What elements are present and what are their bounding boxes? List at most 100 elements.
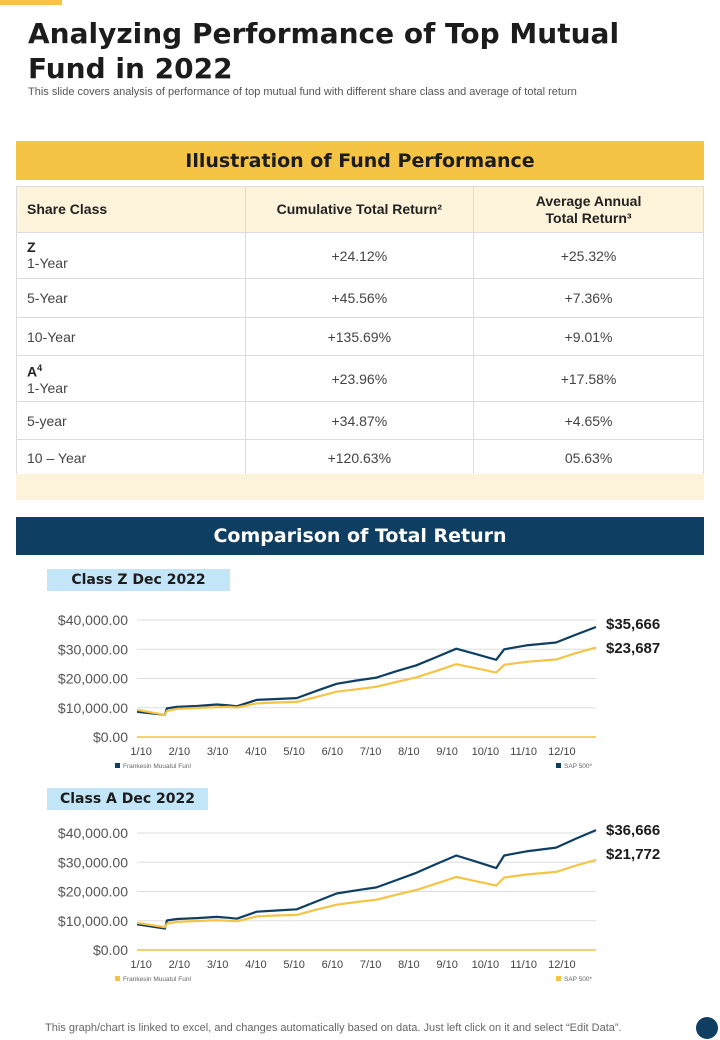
table-row: A4 1-Year +23.96% +17.58% <box>16 355 704 402</box>
average-return-cell: +9.01% <box>473 317 704 356</box>
x-tick-label: 4/10 <box>245 746 266 758</box>
x-tick-label: 12/10 <box>548 959 576 971</box>
share-class-cell: A4 1-Year <box>16 355 246 402</box>
x-tick-label: 6/10 <box>322 746 343 758</box>
period-label: 5-Year <box>27 290 68 306</box>
series-line-fund <box>136 858 597 929</box>
column-header-average: Average Annual Total Return³ <box>473 186 704 233</box>
x-tick-label: 11/10 <box>510 746 537 758</box>
cumulative-return-cell: +45.56% <box>244 278 475 318</box>
column-header-share-class: Share Class <box>16 186 246 233</box>
x-tick-label: 10/10 <box>472 959 500 971</box>
footer-note: This graph/chart is linked to excel, and… <box>45 1022 622 1034</box>
y-tick-label: $10,000.00 <box>58 700 128 716</box>
share-class-cell: 10-Year <box>16 317 246 356</box>
x-tick-label: 8/10 <box>398 959 419 971</box>
average-return-cell: 05.63% <box>473 439 704 477</box>
share-class-cell: Z 1-Year <box>16 232 246 279</box>
comparison-header: Comparison of Total Return <box>16 517 704 555</box>
page-title: Analyzing Performance of Top Mutual Fund… <box>28 17 620 85</box>
accent-bar <box>0 0 62 5</box>
share-class-cell: 5-year <box>16 401 246 440</box>
x-tick-label: 11/10 <box>510 959 537 971</box>
x-tick-label: 3/10 <box>207 746 228 758</box>
period-label: 10-Year <box>27 328 76 345</box>
x-tick-label: 9/10 <box>436 746 457 758</box>
period-label: 10 – Year <box>27 450 87 466</box>
series-line-fund <box>136 646 597 716</box>
average-return-cell: +7.36% <box>473 278 704 318</box>
legend-label-sap: SAP 500* <box>564 976 593 983</box>
x-tick-label: 6/10 <box>322 959 343 971</box>
x-tick-label: 7/10 <box>360 746 381 758</box>
x-tick-label: 9/10 <box>436 959 457 971</box>
page-subtitle: This slide covers analysis of performanc… <box>28 86 577 98</box>
end-value-label: $36,666 <box>606 822 660 839</box>
y-tick-label: $0.00 <box>93 942 128 958</box>
cumulative-return-cell: +120.63% <box>244 439 475 477</box>
x-tick-label: 3/10 <box>207 959 228 971</box>
table-row: 10 – Year +120.63% 05.63% <box>16 439 704 477</box>
class-a-line-chart: $0.00 $10,000.00 $20,000.00 $30,000.00 $40,0… <box>58 822 660 983</box>
legend-marker <box>556 763 561 768</box>
y-tick-label: $30,000.00 <box>58 854 128 870</box>
series-line-sap-500 <box>136 829 597 930</box>
performance-header: Illustration of Fund Performance <box>16 141 704 180</box>
legend-label-sap: SAP 500* <box>564 763 593 770</box>
y-tick-label: $40,000.00 <box>58 825 128 841</box>
series-line-sap-500 <box>136 625 597 716</box>
table-row: Z 1-Year +24.12% +25.32% <box>16 232 704 279</box>
share-class-superscript: 4 <box>37 363 43 374</box>
legend-marker <box>556 976 561 981</box>
share-class-code: A4 <box>27 363 43 380</box>
end-value-label: $21,772 <box>606 846 660 863</box>
y-tick-label: $30,000.00 <box>58 641 128 657</box>
x-tick-label: 2/10 <box>169 746 190 758</box>
y-tick-label: $20,000.00 <box>58 671 128 687</box>
x-tick-label: 7/10 <box>360 959 381 971</box>
period-label: 1-Year <box>27 379 68 396</box>
end-value-label: $35,666 <box>606 616 660 633</box>
legend-marker <box>115 976 120 981</box>
legend-marker <box>115 763 120 768</box>
x-tick-label: 1/10 <box>130 959 151 971</box>
x-tick-label: 10/10 <box>472 746 500 758</box>
x-tick-label: 5/10 <box>283 959 304 971</box>
column-header-cumulative: Cumulative Total Return² <box>244 186 475 233</box>
table-footer-band <box>16 474 704 500</box>
average-return-cell: +25.32% <box>473 232 704 279</box>
share-class-cell: 5-Year <box>16 278 246 318</box>
x-tick-label: 2/10 <box>169 959 190 971</box>
x-tick-label: 12/10 <box>548 746 576 758</box>
x-tick-label: 4/10 <box>245 959 266 971</box>
corner-dot <box>696 1017 718 1039</box>
x-tick-label: 5/10 <box>283 746 304 758</box>
share-class-cell: 10 – Year <box>16 439 246 477</box>
chart-title-class-a: Class A Dec 2022 <box>47 788 208 810</box>
x-tick-label: 8/10 <box>398 746 419 758</box>
x-tick-label: 1/10 <box>130 746 151 758</box>
y-tick-label: $20,000.00 <box>58 884 128 900</box>
share-class-code: Z <box>27 239 36 255</box>
legend-label-fund: Frankesin Muuatul Funl <box>123 763 191 770</box>
table-row: 5-year +34.87% +4.65% <box>16 401 704 440</box>
chart-title-class-z: Class Z Dec 2022 <box>47 569 230 591</box>
period-label: 1-Year <box>27 255 68 271</box>
average-return-cell: +4.65% <box>473 401 704 440</box>
cumulative-return-cell: +34.87% <box>244 401 475 440</box>
end-value-label: $23,687 <box>606 640 660 657</box>
cumulative-return-cell: +24.12% <box>244 232 475 279</box>
y-tick-label: $10,000.00 <box>58 913 128 929</box>
cumulative-return-cell: +23.96% <box>244 355 475 402</box>
period-label: 5-year <box>27 412 67 429</box>
table-row: 10-Year +135.69% +9.01% <box>16 317 704 356</box>
performance-table: Share Class Cumulative Total Return² Ave… <box>16 186 704 477</box>
y-tick-label: $40,000.00 <box>58 612 128 628</box>
average-return-cell: +17.58% <box>473 355 704 402</box>
cumulative-return-cell: +135.69% <box>244 317 475 356</box>
legend-label-fund: Frankesin Muuatul Funl <box>123 976 191 983</box>
table-row: 5-Year +45.56% +7.36% <box>16 278 704 318</box>
y-tick-label: $0.00 <box>93 729 128 745</box>
class-z-line-chart: $0.00 $10,000.00 $20,000.00 $30,000.00 $40,0… <box>58 612 660 770</box>
table-header-row: Share Class Cumulative Total Return² Ave… <box>16 186 704 233</box>
